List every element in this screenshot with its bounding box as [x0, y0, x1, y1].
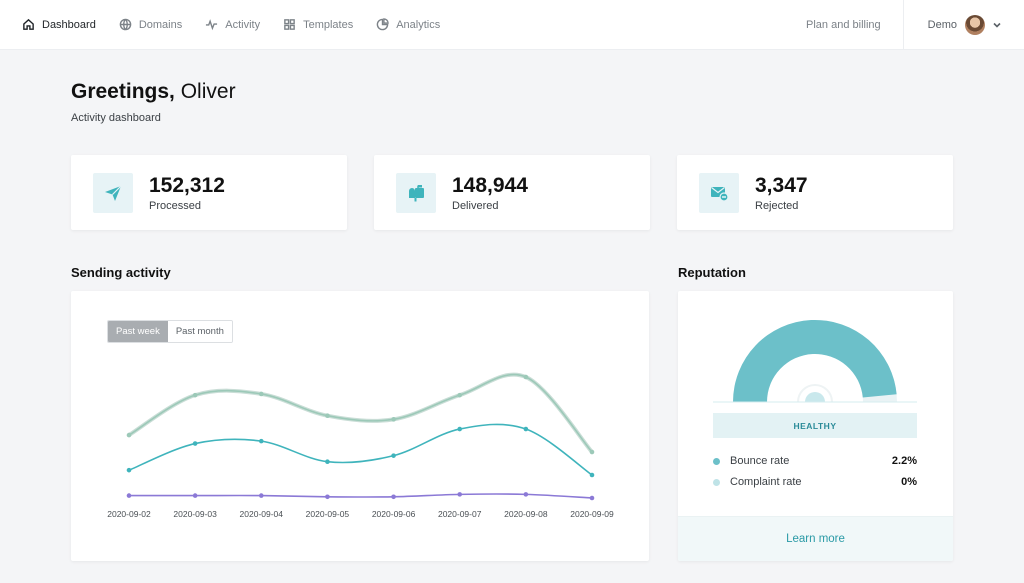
mailbox-icon: [409, 184, 424, 201]
x-tick-label: 2020-09-06: [372, 509, 416, 519]
nav-analytics[interactable]: Analytics: [376, 0, 440, 50]
data-point-delivered-7[interactable]: [589, 472, 595, 478]
nav-templates[interactable]: Templates: [283, 0, 353, 50]
tab-past-week[interactable]: Past week: [108, 321, 168, 342]
greeting-word: Greetings,: [71, 80, 175, 103]
activity-icon: [206, 19, 218, 31]
complaint-rate-dot: [713, 478, 720, 486]
bounce-rate-dot: [713, 457, 720, 465]
x-tick-label: 2020-09-03: [173, 509, 217, 519]
x-tick-label: 2020-09-07: [438, 509, 482, 519]
series-line-processed: [128, 373, 593, 453]
data-point-rejected-7[interactable]: [589, 495, 595, 501]
learn-more-link[interactable]: Learn more: [678, 516, 953, 561]
data-point-delivered-2[interactable]: [258, 438, 264, 444]
reputation-gauge: [713, 319, 917, 403]
data-point-delivered-0[interactable]: [126, 467, 132, 473]
page-subtitle: Activity dashboard: [71, 112, 161, 124]
data-point-rejected-6[interactable]: [523, 492, 529, 497]
globe-icon: [119, 18, 132, 31]
nav-activity[interactable]: Activity: [205, 0, 260, 50]
home-icon: [23, 18, 34, 30]
reputation-title: Reputation: [678, 265, 746, 280]
sending-activity-card: 2020-09-02 2020-09-03 2020-09-04 2020-09-05…: [71, 291, 649, 561]
x-tick-label: 2020-09-02: [107, 509, 151, 519]
stat-card-rejected: 3,347 Rejected: [677, 155, 953, 230]
series-line-delivered: [128, 423, 593, 476]
stat-label-processed: Processed: [149, 199, 201, 212]
complaint-rate-value: 0%: [901, 476, 917, 488]
data-point-processed-4[interactable]: [391, 417, 396, 422]
envelope-minus-icon: [711, 186, 729, 202]
paper-plane-icon: [105, 185, 122, 201]
nav-domains-label: Domains: [138, 18, 183, 31]
x-tick-label: 2020-09-05: [306, 509, 350, 519]
data-point-rejected-1[interactable]: [192, 493, 198, 498]
nav-activity-label: Activity: [225, 18, 261, 31]
data-point-rejected-0[interactable]: [126, 493, 132, 498]
nav-right: Plan and billing Demo: [784, 0, 1024, 50]
data-point-processed-7[interactable]: [589, 449, 595, 455]
x-tick-label: 2020-09-09: [570, 509, 614, 519]
data-point-delivered-6[interactable]: [523, 426, 529, 432]
stat-value-processed: 152,312: [149, 173, 225, 197]
data-point-rejected-3[interactable]: [325, 494, 330, 500]
stat-label-rejected: Rejected: [755, 199, 799, 212]
pie-chart-icon: [376, 18, 389, 31]
stat-card-processed: 152,312 Processed: [71, 155, 347, 230]
metric-complaint-rate: Complaint rate 0%: [713, 476, 917, 488]
complaint-rate-label: Complaint rate: [730, 476, 802, 488]
stat-label-delivered: Delivered: [452, 199, 499, 212]
sending-activity-title: Sending activity: [71, 265, 171, 280]
stat-value-rejected: 3,347: [755, 173, 808, 197]
avatar: [965, 15, 985, 35]
stat-card-delivered: 148,944 Delivered: [374, 155, 650, 230]
user-menu[interactable]: Demo: [904, 0, 1024, 50]
bounce-rate-label: Bounce rate: [730, 455, 790, 467]
data-point-processed-1[interactable]: [192, 392, 198, 398]
sending-activity-chart: 2020-09-02 2020-09-03 2020-09-04 2020-09-05…: [107, 372, 614, 519]
data-point-delivered-3[interactable]: [325, 459, 330, 464]
status-badge: HEALTHY: [713, 413, 917, 438]
data-point-delivered-4[interactable]: [391, 453, 396, 458]
data-point-processed-6[interactable]: [523, 374, 529, 380]
data-point-delivered-1[interactable]: [192, 441, 198, 446]
x-tick-label: 2020-09-08: [504, 509, 548, 519]
user-name: Demo: [927, 19, 957, 31]
greeting-name: Oliver: [180, 80, 236, 103]
data-point-rejected-4[interactable]: [391, 494, 396, 500]
gauge-center-ring: [797, 384, 833, 403]
x-tick-label: 2020-09-04: [240, 509, 284, 519]
nav-domains[interactable]: Domains: [119, 0, 182, 50]
nav-analytics-label: Analytics: [396, 18, 441, 31]
grid-icon: [284, 19, 295, 30]
gauge-fill: [733, 319, 897, 402]
series-line-processed-shadow: [127, 372, 594, 454]
tab-past-month[interactable]: Past month: [167, 321, 232, 342]
bounce-rate-value: 2.2%: [891, 455, 917, 467]
series-line-rejected: [129, 493, 593, 499]
gauge-center: [805, 392, 825, 402]
data-point-processed-0[interactable]: [126, 432, 132, 438]
stat-value-delivered: 148,944: [452, 173, 528, 197]
data-point-rejected-2[interactable]: [258, 493, 264, 498]
nav-dashboard-label: Dashboard: [42, 18, 96, 31]
period-toggle: Past week Past month: [107, 320, 233, 343]
data-point-processed-2[interactable]: [258, 391, 264, 397]
chevron-down-icon: [993, 22, 1001, 28]
page-title: Greetings, Oliver: [71, 80, 236, 104]
nav-templates-label: Templates: [303, 18, 354, 31]
data-point-processed-5[interactable]: [457, 392, 463, 398]
plan-and-billing-link[interactable]: Plan and billing: [784, 0, 904, 50]
data-point-rejected-5[interactable]: [457, 492, 463, 497]
nav-dashboard[interactable]: Dashboard: [22, 0, 96, 50]
reputation-card: HEALTHY Bounce rate 2.2% Complaint rate …: [678, 291, 953, 561]
metric-bounce-rate: Bounce rate 2.2%: [713, 455, 917, 467]
data-point-delivered-5[interactable]: [457, 426, 463, 432]
top-navigation: Dashboard Domains Activity Templates Ana…: [0, 0, 1024, 50]
data-point-processed-3[interactable]: [325, 413, 330, 419]
